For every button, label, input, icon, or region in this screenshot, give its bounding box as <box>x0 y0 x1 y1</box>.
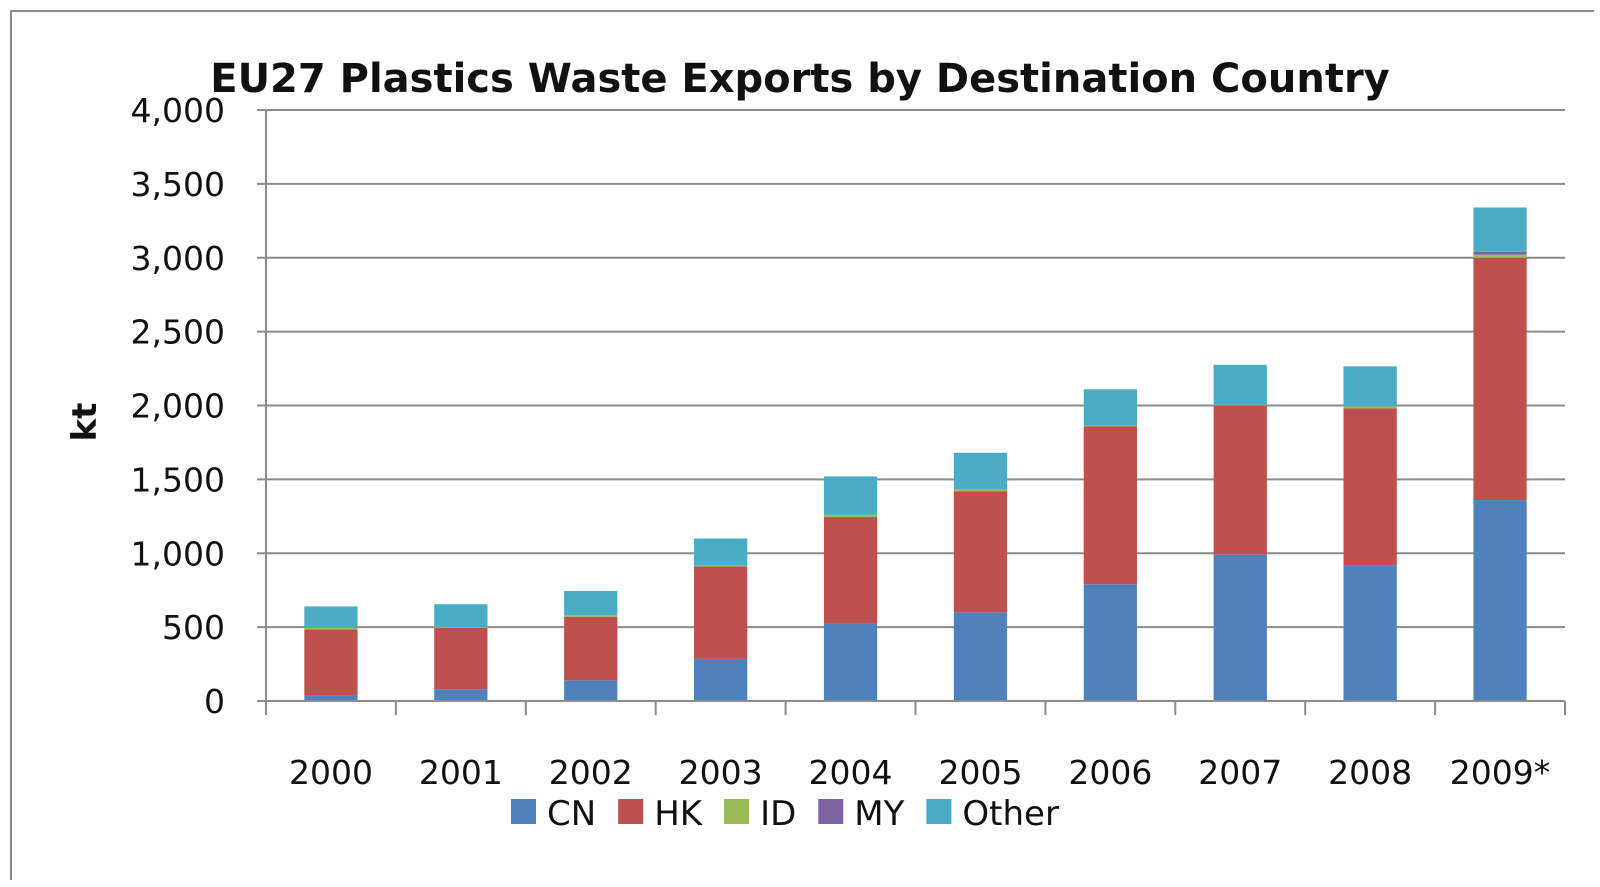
y-tick-label: 2,000 <box>131 387 225 426</box>
axes <box>265 110 1566 715</box>
bar-segment-other <box>694 538 748 566</box>
bar-segment-cn <box>1343 565 1397 701</box>
legend-swatch-other <box>926 799 952 824</box>
legend-label: CN <box>547 794 596 834</box>
y-tick-label: 500 <box>162 608 225 647</box>
x-tick-label: 2000 <box>289 753 373 792</box>
bar-segment-other <box>564 590 618 616</box>
bar-segment-hk <box>953 491 1008 613</box>
x-tick-label: 2006 <box>1068 753 1152 792</box>
x-tick-label: 2005 <box>938 753 1022 792</box>
bar-segment-id <box>1343 406 1397 409</box>
legend-label: Other <box>962 794 1059 834</box>
y-tick-label: 1,000 <box>131 534 225 573</box>
bar-segment-cn <box>434 689 488 701</box>
bar-segment-cn <box>1473 500 1527 701</box>
bar-segment-cn <box>953 612 1008 701</box>
x-tick-label: 2001 <box>419 753 503 792</box>
legend-swatch-cn <box>511 799 536 824</box>
bar-segment-cn <box>304 695 358 701</box>
x-tick-label: 2002 <box>549 753 633 792</box>
x-tick-label: 2003 <box>679 753 763 792</box>
y-tick-label: 4,000 <box>131 91 225 130</box>
bar-segment-other <box>953 452 1008 489</box>
y-tick-label: 3,500 <box>131 165 225 204</box>
y-tick-labels: 0 500 1,000 1,500 2,000 2,500 3,000 3,500 4,000 <box>131 91 225 721</box>
bars <box>304 207 1527 701</box>
y-tick-label: 3,000 <box>131 239 225 278</box>
legend-swatch-id <box>724 799 750 824</box>
bar-segment-other <box>1083 389 1137 426</box>
y-tick-label: 2,500 <box>131 313 225 352</box>
y-tick-label: 1,500 <box>131 460 225 499</box>
bar-segment-my <box>1473 251 1527 255</box>
bar-segment-other <box>823 476 878 515</box>
bar-segment-other <box>1343 366 1397 407</box>
bar-segment-hk <box>304 629 358 696</box>
bar-segment-hk <box>564 616 618 681</box>
bar-segment-cn <box>823 623 878 701</box>
bar-segment-id <box>434 627 488 628</box>
bar-segment-id <box>823 514 878 518</box>
bar-segment-cn <box>564 680 618 701</box>
bar-segment-other <box>434 604 488 628</box>
bar-segment-id <box>304 627 358 630</box>
x-tick-label: 2007 <box>1198 753 1282 792</box>
bar-segment-cn <box>1213 554 1267 701</box>
bar-segment-hk <box>1213 405 1267 555</box>
bar-segment-other <box>1213 364 1267 405</box>
bar-segment-other <box>304 606 358 628</box>
bar-segment-hk <box>1473 257 1527 501</box>
bar-segment-id <box>1213 404 1267 406</box>
bar-segment-id <box>694 565 748 567</box>
chart-frame <box>10 10 1594 880</box>
y-tick-label: 0 <box>204 682 225 721</box>
legend: CN HK ID MY Other <box>511 794 1059 834</box>
bar-segment-id <box>1083 425 1137 427</box>
bar-segment-id <box>953 488 1008 492</box>
x-tick-label: 2009* <box>1450 753 1550 792</box>
x-tick-label: 2004 <box>809 753 893 792</box>
legend-swatch-hk <box>618 799 644 824</box>
legend-label: HK <box>654 794 704 834</box>
x-tick-labels: 2000 2001 2002 2003 2004 2005 2006 2007 2008 2009… <box>289 753 1550 792</box>
legend-label: ID <box>760 794 796 834</box>
y-axis-label: kt <box>65 403 105 442</box>
x-tick-label: 2008 <box>1328 753 1412 792</box>
bar-segment-hk <box>434 627 488 690</box>
bar-segment-id <box>1473 254 1527 258</box>
bar-segment-other <box>1473 207 1527 252</box>
bar-segment-hk <box>1343 408 1397 566</box>
bar-segment-cn <box>1083 584 1137 701</box>
chart-title: EU27 Plastics Waste Exports by Destinati… <box>210 56 1390 102</box>
bar-segment-hk <box>823 517 878 624</box>
bar-segment-hk <box>694 566 748 659</box>
legend-label: MY <box>854 794 904 834</box>
bar-segment-hk <box>1083 426 1137 585</box>
bar-segment-id <box>564 615 618 617</box>
bar-segment-cn <box>694 658 748 701</box>
legend-swatch-my <box>818 799 844 824</box>
